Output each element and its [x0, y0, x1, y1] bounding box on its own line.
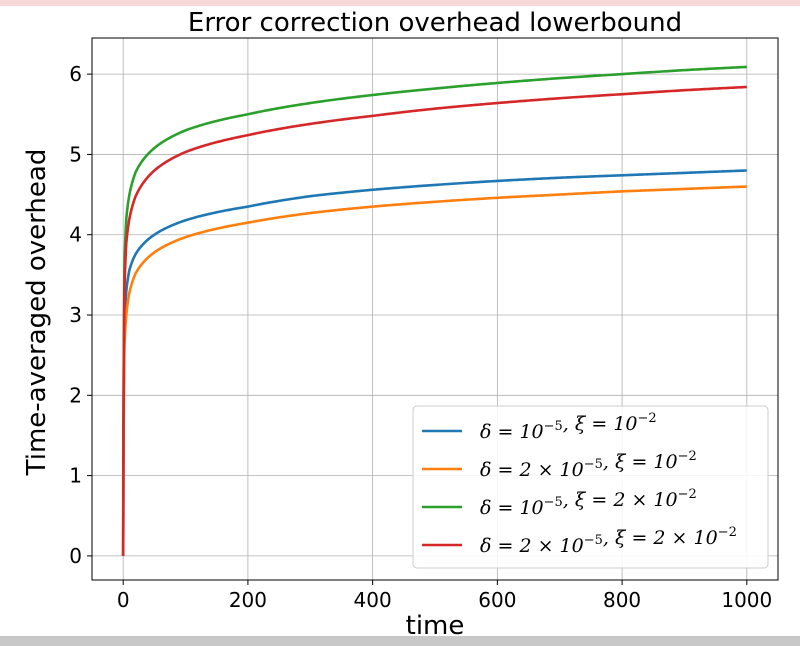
legend: δ = 10−5, ξ = 10−2δ = 2 × 10−5, ξ = 10−2…	[412, 405, 769, 569]
top-strip	[0, 0, 800, 6]
legend-text-part: , ξ = 10	[563, 413, 638, 435]
legend-entry: δ = 10−5, ξ = 10−2	[480, 411, 657, 443]
series-line-3	[121, 65, 748, 556]
legend-exponent: −5	[584, 533, 603, 548]
x-tick-label: 1000	[721, 588, 772, 612]
legend-entry: δ = 2 × 10−5, ξ = 10−2	[480, 449, 697, 481]
chart-title: Error correction overhead lowerbound	[188, 8, 682, 38]
y-tick-label: 3	[69, 303, 82, 327]
legend-entry: δ = 10−5, ξ = 2 × 10−2	[480, 487, 697, 519]
legend-text-part: δ = 10	[480, 497, 544, 519]
x-tick-label: 400	[354, 588, 392, 612]
series-line-2	[121, 185, 748, 556]
y-tick-label: 0	[69, 544, 82, 568]
legend-exponent: −2	[678, 449, 697, 464]
legend-text-part: , ξ = 2 × 10	[603, 527, 718, 549]
legend-exponent: −2	[678, 487, 697, 502]
y-axis-label: Time-averaged overhead	[22, 149, 52, 477]
bottom-scrollbar	[0, 636, 800, 646]
y-tick-label: 6	[69, 62, 82, 86]
x-tick-label: 800	[603, 588, 641, 612]
legend-exponent: −5	[544, 419, 563, 434]
x-tick-label: 600	[478, 588, 516, 612]
legend-entry: δ = 2 × 10−5, ξ = 2 × 10−2	[480, 525, 737, 557]
legend-exponent: −2	[718, 525, 737, 540]
legend-exponent: −5	[584, 457, 603, 472]
series-line-4	[121, 85, 748, 556]
axis-ticks: 0 200 400 600 800 1000 0 1 2 3 4 5 6	[69, 62, 772, 612]
y-tick-label: 5	[69, 142, 82, 166]
x-tick-label: 200	[229, 588, 267, 612]
legend-exponent: −2	[638, 411, 657, 426]
y-tick-label: 1	[69, 464, 82, 488]
legend-text-part: δ = 2 × 10	[480, 535, 584, 557]
legend-text-part: δ = 10	[480, 421, 544, 443]
legend-text-part: δ = 2 × 10	[480, 459, 584, 481]
series-lines	[121, 65, 748, 556]
series-line-1	[121, 169, 748, 556]
y-tick-label: 2	[69, 383, 82, 407]
legend-box	[412, 405, 769, 569]
legend-exponent: −5	[544, 495, 563, 510]
x-tick-label: 0	[117, 588, 130, 612]
legend-text-part: , ξ = 2 × 10	[563, 489, 678, 511]
legend-text-part: , ξ = 10	[603, 451, 678, 473]
plot-frame	[91, 37, 779, 581]
y-tick-label: 4	[69, 223, 82, 247]
